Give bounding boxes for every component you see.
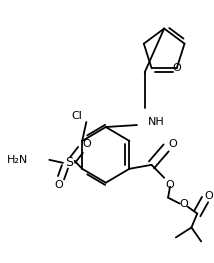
Text: O: O	[172, 63, 181, 73]
Text: O: O	[205, 191, 213, 201]
Text: O: O	[82, 139, 91, 149]
Text: S: S	[65, 156, 73, 169]
Text: Cl: Cl	[71, 111, 82, 121]
Text: O: O	[55, 180, 64, 190]
Text: O: O	[169, 139, 177, 149]
Text: H₂N: H₂N	[7, 155, 28, 165]
Text: O: O	[166, 180, 174, 190]
Text: NH: NH	[148, 117, 164, 127]
Text: O: O	[179, 199, 188, 209]
